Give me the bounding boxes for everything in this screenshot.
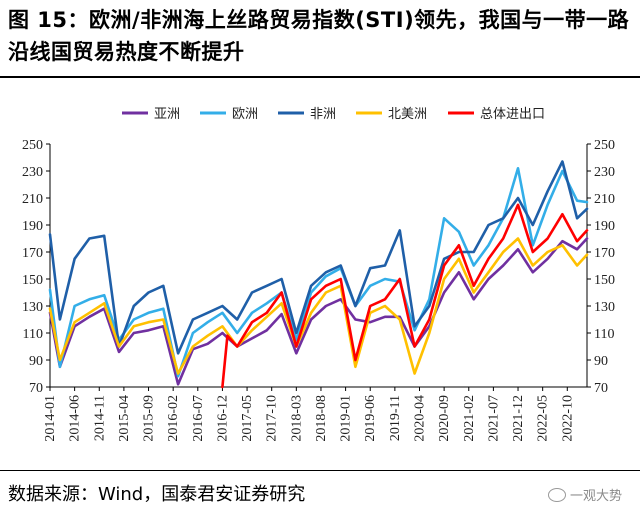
x-tick-label: 2016-12 [215,395,230,442]
y-tick-label: 170 [22,246,43,261]
series-group [48,160,589,389]
y2-tick-label: 110 [594,327,614,342]
y-tick-label: 150 [22,273,43,288]
y-tick-label: 190 [22,219,43,234]
x-tick-label: 2021-07 [486,395,501,442]
chart-title: 图 15：欧洲/非洲海上丝路贸易指数(STI)领先，我国与一带一路沿线国贸易热度… [8,8,630,64]
y-tick-label: 130 [22,300,43,315]
y-tick-label: 250 [22,138,43,153]
legend-label: 欧洲 [232,107,258,122]
x-tick-label: 2016-02 [166,395,181,442]
legend: 亚洲 欧洲 非洲 北美洲 总体进出口 [122,107,545,122]
y2-tick-label: 170 [594,246,615,261]
x-tick-label: 2017-10 [265,395,280,442]
x-tick-label: 2019-11 [388,395,403,441]
legend-label: 非洲 [310,107,336,122]
y2-tick-label: 90 [594,354,608,369]
x-tick-label: 2020-09 [437,395,452,442]
x-tick-label: 2016-07 [191,395,206,442]
legend-label: 总体进出口 [480,107,545,122]
y2-tick-label: 190 [594,219,615,234]
axes: 70 90 110 130 150 170 190 210 230 250 70 90 110 130 15… [22,138,615,442]
legend-label: 北美洲 [388,107,427,122]
x-tick-label: 2018-03 [289,395,304,442]
y-tick-label: 90 [29,354,43,369]
series-line-1 [48,237,589,386]
series-line-4 [48,237,589,375]
y2-tick-label: 70 [594,381,608,396]
y2-tick-label: 250 [594,138,615,153]
title-divider [0,76,640,78]
x-tick-label: 2019-01 [339,395,354,442]
y-tick-label: 110 [23,327,43,342]
series-line-2 [48,167,589,378]
y2-tick-label: 130 [594,300,615,315]
x-tick-label: 2015-09 [142,395,157,442]
y2-tick-label: 150 [594,273,615,288]
x-tick-label: 2022-05 [536,395,551,442]
x-tick-label: 2015-04 [117,395,132,442]
x-tick-label: 2022-10 [560,395,575,442]
x-tick-label: 2019-06 [363,395,378,442]
y2-tick-label: 230 [594,165,615,180]
watermark: 一观大势 [547,485,622,504]
y-tick-label: 230 [22,165,43,180]
x-tick-label: 2021-12 [511,395,526,442]
x-tick-label: 2014-01 [43,395,58,442]
x-tick-label: 2014-11 [92,395,107,441]
y2-tick-label: 210 [594,192,615,207]
data-source: 数据来源：Wind，国泰君安证券研究 [8,484,306,505]
x-tick-label: 2021-02 [462,395,477,442]
y-tick-label: 70 [29,381,43,396]
x-tick-label: 2020-04 [412,395,427,442]
footer-divider [0,470,640,471]
x-tick-label: 2014-06 [68,395,83,442]
watermark-text: 一观大势 [569,489,622,504]
line-chart: 亚洲 欧洲 非洲 北美洲 总体进出口 70 90 110 130 150 170 190 210 230… [22,107,615,442]
series-line-3 [48,160,589,355]
x-tick-label: 2018-08 [314,395,329,442]
y-tick-label: 210 [22,192,43,207]
series-line-5 [221,203,589,389]
legend-label: 亚洲 [154,107,180,122]
x-tick-label: 2017-05 [240,395,255,442]
wechat-icon [547,488,566,502]
